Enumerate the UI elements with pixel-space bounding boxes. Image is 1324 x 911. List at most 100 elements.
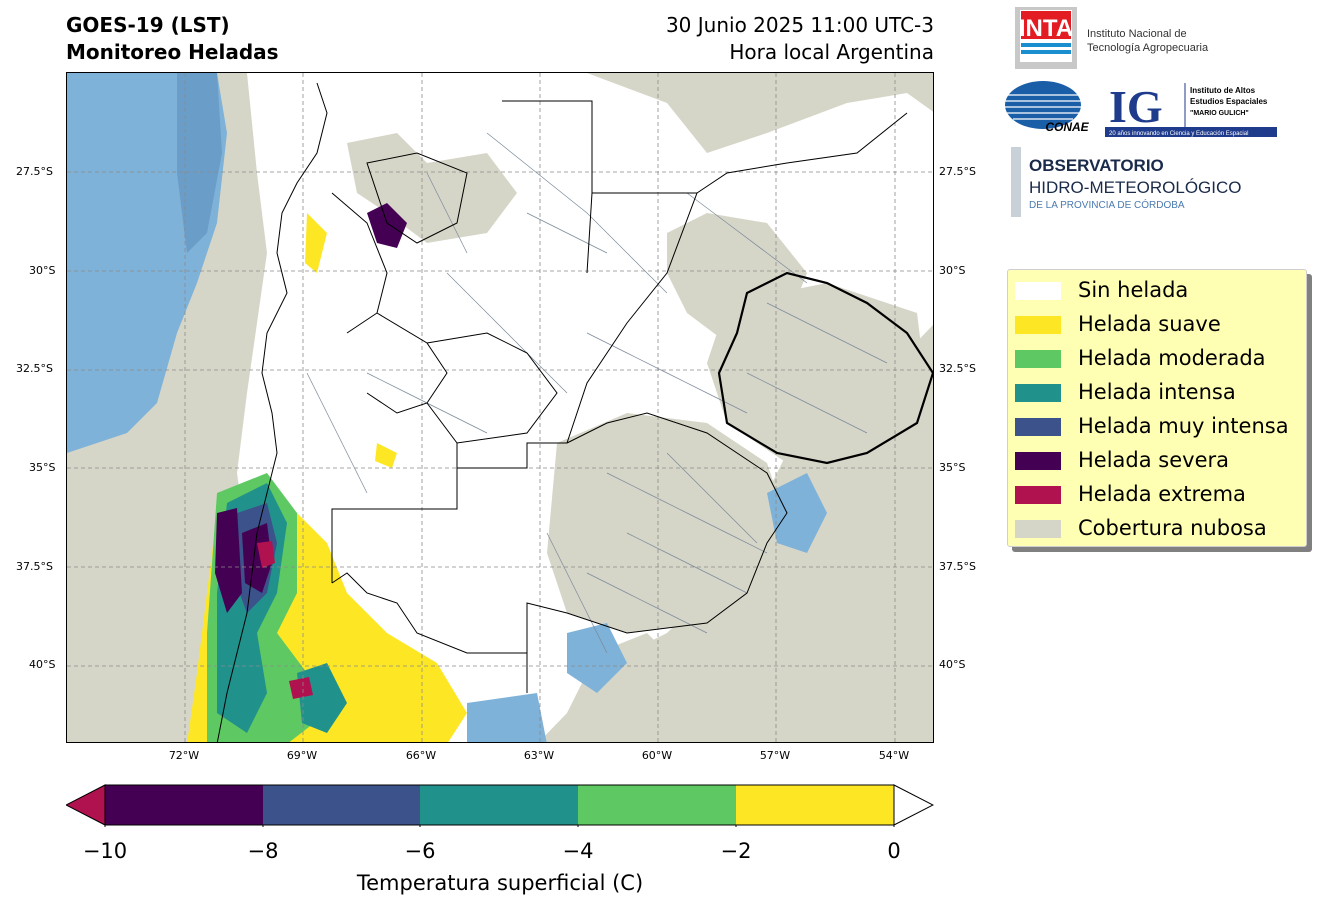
colorbar-segment — [263, 785, 420, 825]
colorbar-segment — [736, 785, 894, 825]
lat-label-right: 40°S — [939, 658, 966, 671]
legend-item-cobertura-nubosa: Cobertura nubosa — [1014, 512, 1304, 542]
monitoring-subtitle: Monitoreo Heladas — [66, 40, 279, 64]
colorbar-outline — [104, 784, 895, 826]
ig-logo: IG Instituto de Altos Estudios Espaciale… — [1105, 77, 1277, 137]
colorbar-tick-label: −8 — [247, 839, 279, 863]
legend-item-helada-severa: Helada severa — [1014, 444, 1304, 474]
legend-swatch — [1015, 282, 1061, 300]
colorbar-tick-label: −4 — [562, 839, 594, 863]
obs-line1: OBSERVATORIO — [1029, 156, 1164, 175]
lat-label-right: 30°S — [939, 264, 966, 277]
legend-swatch — [1015, 520, 1061, 538]
legend-label: Helada severa — [1078, 448, 1229, 472]
ig-tagline: 20 años innovando en Ciencia y Educación… — [1109, 131, 1248, 137]
golfo-san-matias-water — [467, 693, 547, 742]
map-canvas — [67, 73, 933, 742]
observatorio-logo: OBSERVATORIO HIDRO-METEOROLÓGICO DE LA P… — [1011, 147, 1242, 217]
lat-label-right: 32.5°S — [939, 362, 976, 375]
cloud-patch-uruguay — [707, 283, 927, 463]
legend-swatch — [1015, 418, 1061, 436]
legend-label: Cobertura nubosa — [1078, 516, 1267, 540]
rio-de-la-plata-water — [767, 473, 827, 553]
colorbar-segment — [578, 785, 736, 825]
province-boundaries — [216, 82, 908, 742]
lon-label: 63°W — [523, 749, 555, 762]
legend-item-helada-intensa: Helada intensa — [1014, 376, 1304, 406]
colorbar-tick-label: −2 — [720, 839, 752, 863]
datetime-label: 30 Junio 2025 11:00 UTC-3 — [665, 13, 934, 37]
timezone-label: Hora local Argentina — [729, 40, 934, 64]
colorbar-title: Temperatura superficial (C) — [356, 871, 644, 895]
frost-mild-patch-north — [305, 213, 327, 273]
colorbar-segment — [420, 785, 578, 825]
logos-canvas: INTA Instituto Nacional de Tecnología Ag… — [1005, 7, 1277, 217]
colorbar-segment — [105, 785, 263, 825]
ig-name-line3: "MARIO GULICH" — [1190, 110, 1249, 117]
frost-extreme-patch-south — [289, 677, 313, 699]
satellite-product-title: GOES-19 (LST) — [66, 13, 230, 37]
lon-label: 69°W — [286, 749, 318, 762]
institution-logos: INTA Instituto Nacional de Tecnología Ag… — [1005, 5, 1305, 225]
temperature-colorbar — [64, 783, 935, 827]
uruguay-border — [717, 271, 933, 465]
pacific-water-dark — [177, 73, 222, 253]
ig-logo-mark: IG — [1109, 81, 1163, 132]
legend-swatch — [1015, 316, 1061, 334]
colorbar-tick-label: 0 — [887, 839, 901, 863]
legend-label: Helada suave — [1078, 312, 1221, 336]
colorbar-tick-label: −10 — [82, 839, 128, 863]
legend-swatch — [1015, 452, 1061, 470]
legend-swatch — [1015, 350, 1061, 368]
cloud-patch-northwest — [347, 133, 517, 243]
lat-label-right: 27.5°S — [939, 165, 976, 178]
lat-label-right: 37.5°S — [939, 560, 976, 573]
legend-label: Sin helada — [1078, 278, 1189, 302]
conae-logo-mark: CONAE — [1045, 120, 1089, 134]
inta-name-line2: Tecnología Agropecuaria — [1087, 42, 1209, 54]
obs-line3: DE LA PROVINCIA DE CÓRDOBA — [1029, 198, 1185, 211]
ig-name-line1: Instituto de Altos — [1190, 86, 1256, 95]
lon-label: 54°W — [878, 749, 910, 762]
colorbar-ticks — [104, 825, 895, 827]
colorbar-tick-label: −6 — [404, 839, 436, 863]
legend-item-helada-extrema: Helada extrema — [1014, 478, 1304, 508]
obs-line2: HIDRO-METEOROLÓGICO — [1029, 178, 1242, 197]
legend-label: Helada extrema — [1078, 482, 1246, 506]
map-title: GOES-19 (LST) Monitoreo Heladas — [66, 12, 279, 66]
legend-swatch — [1015, 486, 1061, 504]
lat-label-left: 40°S — [29, 658, 56, 671]
frost-map — [66, 72, 934, 743]
lon-label: 66°W — [405, 749, 437, 762]
lat-label-right: 35°S — [939, 461, 966, 474]
department-boundaries — [306, 132, 888, 654]
frost-severe-patch-north — [367, 203, 407, 248]
conae-logo: CONAE — [1005, 81, 1090, 134]
atlantic-water-patch — [567, 623, 627, 693]
colorbar-canvas — [64, 784, 935, 827]
legend-item-helada-muy-intensa: Helada muy intensa — [1014, 410, 1304, 440]
lon-label: 72°W — [168, 749, 200, 762]
legend-item-helada-suave: Helada suave — [1014, 308, 1304, 338]
inta-logo-mark: INTA — [1019, 15, 1073, 42]
legend-label: Helada intensa — [1078, 380, 1236, 404]
legend-label: Helada muy intensa — [1078, 414, 1289, 438]
cloud-patch-chile-south — [67, 433, 207, 742]
legend-item-helada-moderada: Helada moderada — [1014, 342, 1304, 372]
inta-logo: INTA — [1015, 7, 1077, 69]
ig-name-line2: Estudios Espaciales — [1190, 97, 1268, 106]
lat-label-left: 37.5°S — [16, 560, 53, 573]
frost-extreme-patch — [257, 541, 275, 568]
lat-label-left: 27.5°S — [16, 165, 53, 178]
frost-legend: Sin helada Helada suave Helada moderada … — [1007, 269, 1307, 547]
lon-label: 57°W — [759, 749, 791, 762]
map-datetime: 30 Junio 2025 11:00 UTC-3 Hora local Arg… — [666, 12, 934, 66]
lon-label: 60°W — [641, 749, 673, 762]
lat-label-left: 30°S — [29, 264, 56, 277]
colorbar-over-triangle — [893, 784, 935, 826]
frost-severe-area — [242, 523, 272, 593]
legend-swatch — [1015, 384, 1061, 402]
lat-label-left: 35°S — [29, 461, 56, 474]
frost-severe-patch-andes — [215, 508, 242, 613]
frost-mild-patch-central — [375, 443, 397, 468]
